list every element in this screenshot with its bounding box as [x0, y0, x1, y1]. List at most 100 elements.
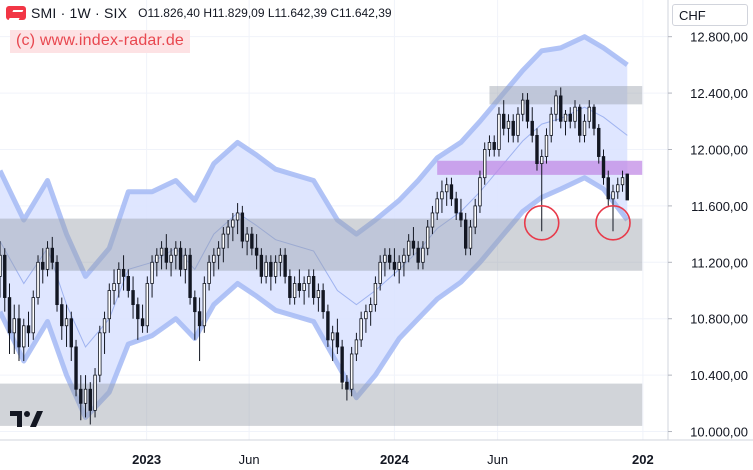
- candle-2024-01-22: [406, 234, 411, 263]
- tradingview-logo-icon[interactable]: [8, 408, 44, 430]
- candle-2022-06-27: [17, 304, 21, 362]
- candle-body-down: [411, 240, 416, 249]
- annotation-circles: [523, 205, 631, 241]
- candle-body-down: [50, 247, 54, 263]
- candle-body-down: [592, 106, 596, 129]
- candle-body-up: [207, 261, 211, 284]
- candle-body-down: [193, 297, 197, 313]
- candle-2024-04-29: [473, 198, 477, 235]
- candle-2024-04-22: [468, 220, 473, 256]
- candle-body-down: [164, 247, 169, 263]
- candle-body-up: [563, 113, 568, 122]
- candle-2023-05-01: [226, 220, 230, 249]
- candle-body-up: [368, 304, 373, 313]
- candle-body-up: [435, 198, 439, 214]
- candle-body-down: [601, 156, 606, 179]
- candle-body-up: [573, 106, 577, 122]
- candle-2024-10-28: [597, 124, 601, 164]
- candle-body-up: [483, 149, 487, 179]
- candle-2023-05-08: [231, 212, 235, 242]
- candle-2023-03-20: [197, 297, 202, 362]
- candle-body-up: [231, 219, 235, 228]
- candle-2022-10-17: [93, 368, 97, 418]
- candle-body-up: [406, 240, 411, 256]
- candle-body-up: [102, 318, 107, 334]
- open-value: 11.826,40: [147, 6, 200, 20]
- candle-2022-07-04: [22, 318, 26, 362]
- candle-body-up: [549, 113, 553, 136]
- time-tick-label: 2024: [380, 452, 410, 467]
- candle-body-down: [321, 290, 325, 313]
- candle-body-up: [278, 254, 283, 263]
- price-tick-label: 10.400,00: [690, 368, 748, 383]
- candle-body-down: [17, 318, 21, 348]
- price-tick-label: 10.800,00: [690, 312, 748, 327]
- candle-2024-07-15: [525, 93, 530, 129]
- candle-2023-07-03: [269, 255, 273, 291]
- candle-2024-05-20: [487, 135, 492, 157]
- candle-2024-03-11: [440, 180, 444, 213]
- candle-body-down: [578, 106, 582, 136]
- currency-selector[interactable]: CHF: [672, 4, 748, 26]
- candle-body-down: [463, 219, 468, 249]
- symbol-label[interactable]: SMI · 1W · SIX: [31, 5, 128, 21]
- candle-2023-07-17: [278, 248, 283, 277]
- candle-2022-06-13: [7, 283, 12, 354]
- candle-2022-09-26: [79, 375, 83, 421]
- candle-2022-12-12: [131, 276, 135, 319]
- candles: [0, 87, 629, 425]
- candle-body-down: [55, 261, 59, 306]
- candle-body-up: [425, 226, 430, 249]
- watermark-text: (c) www.index-radar.de: [10, 30, 191, 53]
- candle-body-down: [269, 261, 273, 277]
- candle-body-up: [521, 99, 525, 115]
- candle-2024-09-30: [578, 104, 582, 143]
- candle-body-down: [197, 311, 202, 327]
- candle-2024-10-14: [587, 100, 591, 129]
- candle-body-up: [302, 283, 306, 291]
- envelope-band: [0, 34, 630, 420]
- candle-2023-10-02: [330, 325, 335, 362]
- candle-2023-01-09: [150, 255, 154, 298]
- candle-body-down: [311, 276, 316, 298]
- candle-body-up: [468, 226, 473, 249]
- candle-2024-11-04: [601, 149, 606, 185]
- candle-body-up: [316, 290, 321, 298]
- candle-body-up: [83, 388, 88, 404]
- candle-2024-07-22: [530, 107, 534, 143]
- price-tick-label: 12.000,00: [690, 142, 748, 157]
- candle-body-up: [93, 374, 97, 411]
- candle-body-up: [264, 261, 268, 277]
- candle-body-down: [535, 134, 539, 164]
- candle-2022-10-24: [98, 325, 102, 383]
- candle-body-down: [74, 346, 78, 390]
- candle-2023-08-07: [292, 276, 297, 305]
- candle-body-down: [188, 254, 192, 298]
- candle-body-up: [544, 134, 549, 157]
- candle-body-down: [178, 247, 183, 270]
- high-value: 11.829,09: [212, 6, 265, 20]
- candle-body-down: [259, 254, 264, 277]
- candle-2023-01-02: [145, 276, 150, 333]
- candle-2024-11-25: [616, 177, 620, 199]
- candle-2024-05-13: [483, 142, 487, 185]
- candle-body-down: [392, 261, 397, 270]
- candle-2023-01-23: [159, 241, 164, 270]
- candle-2024-08-12: [544, 128, 549, 164]
- candle-2024-07-29: [535, 128, 539, 171]
- candle-2022-12-26: [140, 304, 145, 333]
- candle-2022-10-03: [83, 375, 88, 418]
- candle-2022-12-19: [136, 297, 140, 340]
- candle-2023-10-16: [340, 339, 344, 390]
- candle-body-down: [387, 254, 392, 263]
- candle-2024-11-11: [606, 170, 610, 206]
- candle-body-up: [174, 247, 178, 256]
- candle-2023-12-18: [383, 248, 387, 277]
- candle-2023-09-11: [316, 283, 321, 312]
- candle-body-down: [335, 332, 340, 348]
- candle-body-up: [444, 184, 449, 193]
- candle-2024-09-09: [563, 110, 568, 136]
